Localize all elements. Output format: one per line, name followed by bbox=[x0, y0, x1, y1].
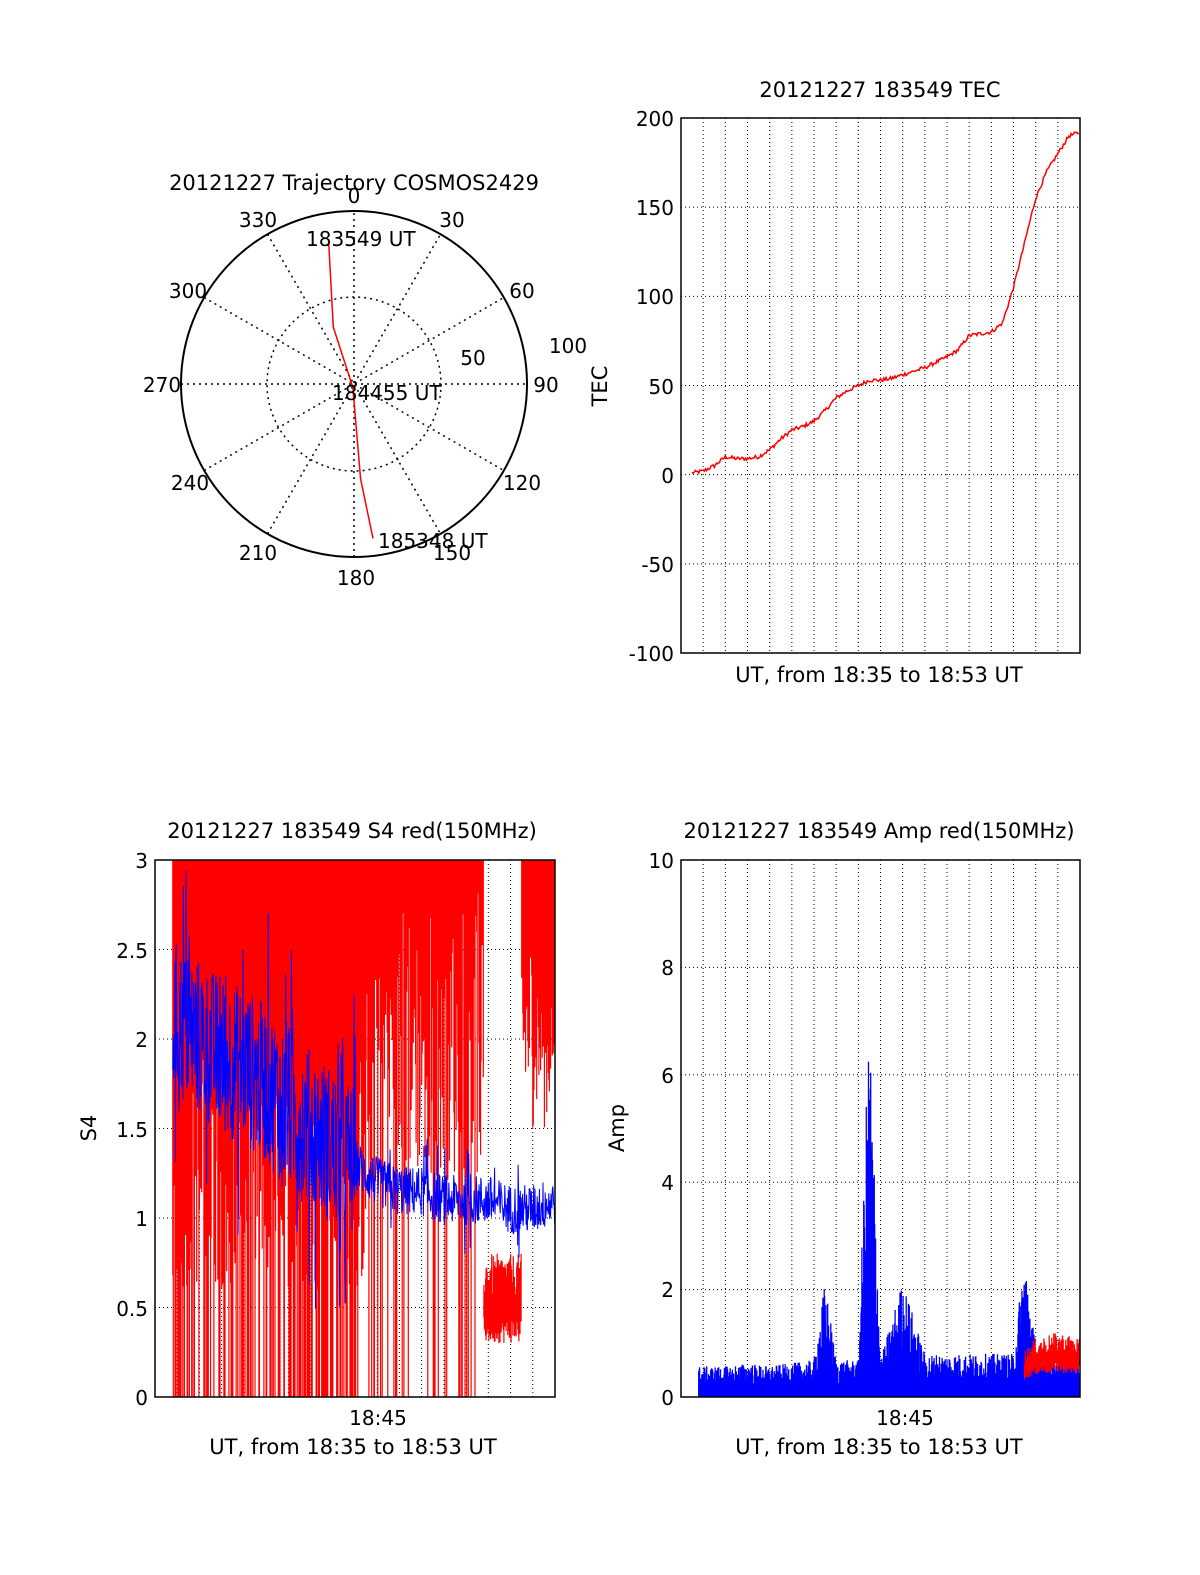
amp-ytick: 6 bbox=[661, 1064, 674, 1088]
s4-ytick: 0 bbox=[135, 1386, 148, 1410]
azimuth-label-240: 240 bbox=[171, 471, 209, 495]
tec-ytick: 200 bbox=[636, 107, 674, 131]
polar-azimuth-labels: 0 30 60 90 120 150 180 210 240 270 300 3… bbox=[143, 184, 559, 590]
s4-red-spikes bbox=[172, 860, 555, 1397]
tec-panel: 20121227 183549 TEC 200 150 100 50 0 -50… bbox=[588, 78, 1081, 687]
amp-ytick: 0 bbox=[661, 1386, 674, 1410]
tec-xlabel: UT, from 18:35 to 18:53 UT bbox=[735, 663, 1023, 687]
amp-grid bbox=[681, 860, 1080, 1397]
tec-ytick: 150 bbox=[636, 196, 674, 220]
s4-panel: 20121227 183549 S4 red(150MHz) 3 2.5 2 1… bbox=[77, 819, 556, 1459]
s4-blue-trace bbox=[172, 870, 555, 1309]
amp-plot-frame bbox=[680, 859, 1081, 1398]
radius-label-100: 100 bbox=[549, 334, 587, 358]
polar-title: 20121227 Trajectory COSMOS2429 bbox=[169, 171, 539, 195]
s4-xtick-label: 18:45 bbox=[349, 1406, 407, 1430]
s4-blue-series bbox=[172, 870, 555, 1309]
tec-ytick: 100 bbox=[636, 285, 674, 309]
amp-ylabel: Amp bbox=[605, 1104, 629, 1152]
azimuth-label-60: 60 bbox=[509, 279, 534, 303]
amp-y-ticks: 10 8 6 4 2 0 bbox=[649, 849, 674, 1410]
amp-title: 20121227 183549 Amp red(150MHz) bbox=[683, 819, 1074, 843]
s4-ylabel: S4 bbox=[77, 1115, 101, 1142]
tec-series-line bbox=[691, 131, 1080, 475]
s4-ytick: 2 bbox=[135, 1028, 148, 1052]
amp-blue-series bbox=[698, 1061, 1080, 1397]
tec-grid bbox=[681, 118, 1080, 653]
amp-blue-bars bbox=[698, 1061, 1080, 1397]
amp-panel: 20121227 183549 Amp red(150MHz) 10 8 6 4… bbox=[605, 819, 1081, 1459]
amp-ytick: 2 bbox=[661, 1278, 674, 1302]
polar-spoke bbox=[266, 233, 442, 535]
s4-title: 20121227 183549 S4 red(150MHz) bbox=[167, 819, 537, 843]
s4-ytick: 1 bbox=[135, 1207, 148, 1231]
amp-ytick: 4 bbox=[661, 1171, 674, 1195]
tec-ylabel: TEC bbox=[588, 366, 612, 408]
amp-xtick-label: 18:45 bbox=[876, 1406, 934, 1430]
amp-xlabel: UT, from 18:35 to 18:53 UT bbox=[735, 1435, 1023, 1459]
azimuth-label-180: 180 bbox=[337, 566, 375, 590]
amp-ytick: 8 bbox=[661, 956, 674, 980]
azimuth-label-30: 30 bbox=[439, 208, 464, 232]
azimuth-label-330: 330 bbox=[239, 208, 277, 232]
tec-ytick: -50 bbox=[641, 553, 674, 577]
trajectory-line bbox=[327, 239, 374, 539]
tec-ytick: 50 bbox=[649, 375, 674, 399]
polar-spoke bbox=[203, 296, 505, 472]
s4-ytick: 2.5 bbox=[116, 939, 148, 963]
azimuth-label-150: 150 bbox=[433, 541, 471, 565]
polar-spokes bbox=[181, 211, 527, 557]
s4-y-ticks: 3 2.5 2 1.5 1 0.5 0 bbox=[116, 849, 148, 1410]
s4-plot-frame bbox=[154, 859, 556, 1398]
tec-y-ticks: 200 150 100 50 0 -50 -100 bbox=[629, 107, 674, 666]
tec-ytick: 0 bbox=[661, 464, 674, 488]
s4-xlabel: UT, from 18:35 to 18:53 UT bbox=[209, 1435, 497, 1459]
s4-ytick: 1.5 bbox=[116, 1118, 148, 1142]
azimuth-label-270: 270 bbox=[143, 373, 181, 397]
amp-ytick: 10 bbox=[649, 849, 674, 873]
s4-red-series bbox=[172, 860, 555, 1397]
tec-plot-frame bbox=[680, 117, 1081, 654]
trajectory-start-label: 183549 UT bbox=[306, 227, 416, 251]
trajectory-mid-label: 184455 UT bbox=[332, 381, 442, 405]
polar-spoke bbox=[203, 296, 505, 472]
tec-ytick: -100 bbox=[629, 642, 674, 666]
tec-title: 20121227 183549 TEC bbox=[759, 78, 1000, 102]
polar-spoke bbox=[266, 233, 442, 535]
trajectory-end-label: 185348 UT bbox=[378, 529, 488, 553]
amp-red-bars bbox=[1023, 1333, 1080, 1379]
azimuth-label-120: 120 bbox=[503, 471, 541, 495]
s4-ytick: 3 bbox=[135, 849, 148, 873]
azimuth-label-90: 90 bbox=[533, 373, 558, 397]
azimuth-label-210: 210 bbox=[239, 541, 277, 565]
azimuth-label-300: 300 bbox=[169, 279, 207, 303]
polar-panel: 20121227 Trajectory COSMOS2429 0 30 60 9… bbox=[143, 171, 587, 590]
radius-label-50: 50 bbox=[460, 346, 485, 370]
amp-red-series bbox=[1023, 1333, 1080, 1379]
s4-ytick: 0.5 bbox=[116, 1297, 148, 1321]
azimuth-label-0: 0 bbox=[348, 184, 361, 208]
